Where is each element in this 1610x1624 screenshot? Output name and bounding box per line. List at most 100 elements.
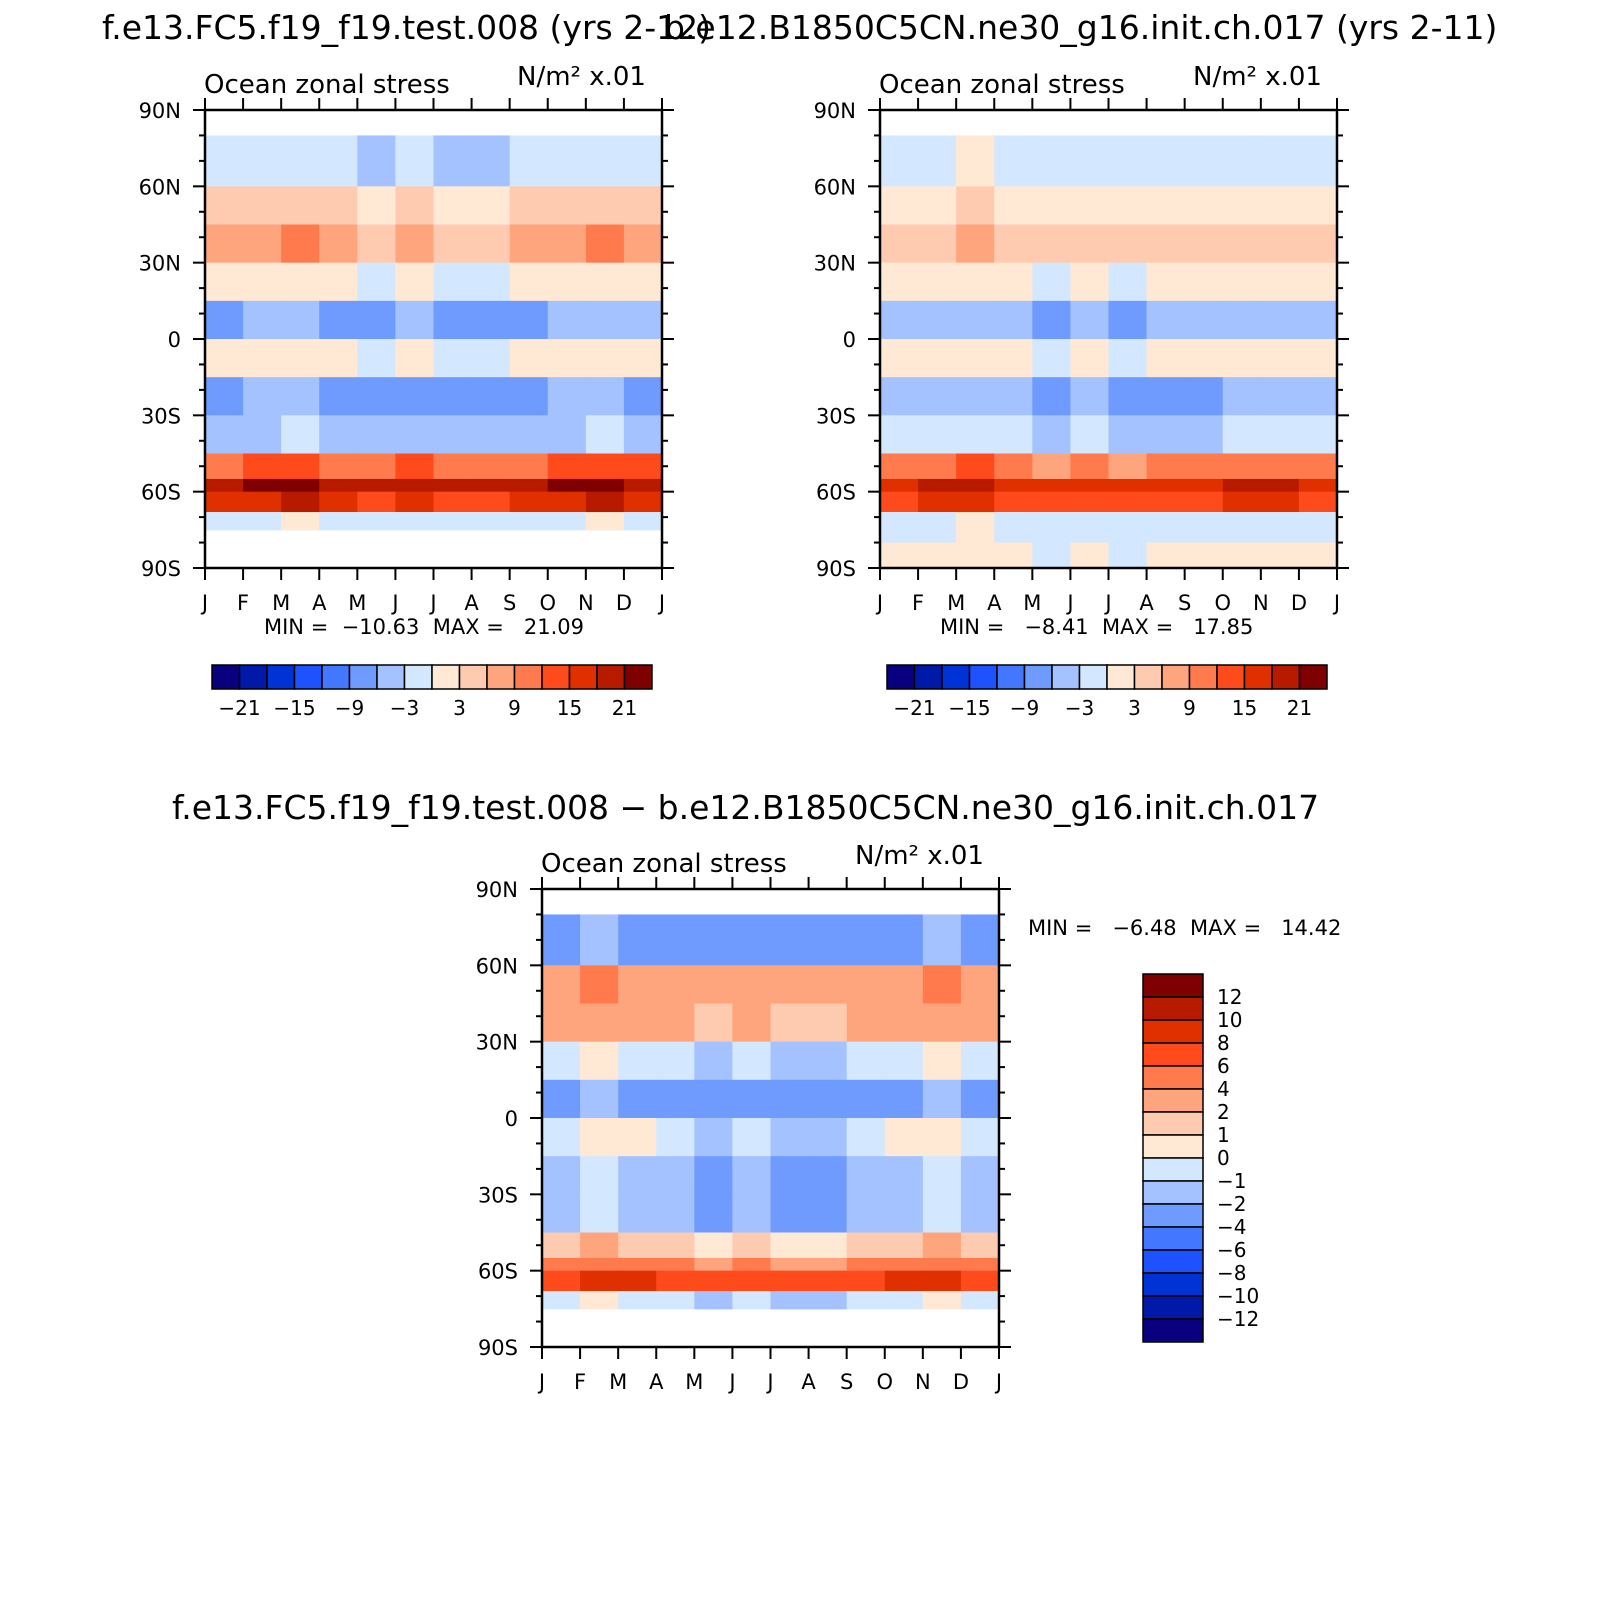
heatmap-cell bbox=[542, 1079, 581, 1119]
heatmap-cell bbox=[357, 135, 396, 187]
heatmap-cell bbox=[884, 1003, 924, 1043]
heatmap-cell bbox=[243, 491, 282, 513]
x-tick-label: J bbox=[428, 591, 436, 615]
heatmap-cell bbox=[880, 135, 919, 187]
heatmap-cell bbox=[1146, 377, 1186, 416]
colorbar-swatch bbox=[1271, 664, 1301, 690]
heatmap-cell bbox=[1222, 453, 1262, 480]
colorbar-swatch bbox=[431, 664, 461, 690]
heatmap-cell bbox=[808, 1156, 848, 1195]
y-tick-label: 30N bbox=[476, 1031, 518, 1055]
heatmap-cell bbox=[623, 339, 663, 378]
heatmap-cell bbox=[281, 478, 320, 493]
heatmap-cell bbox=[884, 1270, 924, 1292]
heatmap-cell bbox=[884, 1291, 924, 1310]
colorbar-swatch bbox=[623, 664, 653, 690]
x-tick-label: N bbox=[578, 591, 594, 615]
heatmap-cell bbox=[694, 965, 733, 1004]
heatmap-cell bbox=[1070, 262, 1109, 302]
heatmap-cell bbox=[319, 135, 358, 187]
heatmap-cell bbox=[994, 339, 1033, 378]
heatmap-cell bbox=[956, 491, 995, 513]
heatmap-cell bbox=[471, 135, 511, 187]
heatmap-cell bbox=[770, 1257, 810, 1272]
heatmap-cell bbox=[357, 478, 396, 493]
heatmap-cell bbox=[509, 224, 549, 264]
heatmap-cell bbox=[542, 1257, 581, 1272]
heatmap-cell bbox=[542, 914, 581, 966]
heatmap-cell bbox=[547, 512, 587, 531]
panel1-subtitle-right: N/m² x.01 bbox=[517, 62, 646, 92]
heatmap-cell bbox=[994, 224, 1033, 264]
colorbar-swatch bbox=[1142, 1180, 1204, 1205]
heatmap-cell bbox=[1108, 135, 1148, 187]
panel3-title: f.e13.FC5.f19_f19.test.008 − b.e12.B1850… bbox=[172, 788, 1320, 827]
heatmap-cell bbox=[808, 965, 848, 1004]
heatmap-cell bbox=[1070, 300, 1109, 340]
heatmap-cell bbox=[656, 1194, 695, 1233]
heatmap-cell bbox=[1032, 339, 1071, 378]
heatmap-cell bbox=[580, 1232, 619, 1259]
heatmap-cell bbox=[1222, 478, 1262, 493]
x-tick-label: M bbox=[609, 1370, 627, 1394]
colorbar-swatch bbox=[1142, 1157, 1204, 1182]
colorbar-swatch bbox=[348, 664, 378, 690]
y-tick-label: 90N bbox=[476, 878, 518, 902]
heatmap-cell bbox=[585, 453, 625, 480]
heatmap-cell bbox=[243, 377, 282, 416]
heatmap-cell bbox=[884, 965, 924, 1004]
heatmap-cell bbox=[1070, 478, 1109, 493]
heatmap-cell bbox=[580, 1041, 619, 1081]
heatmap-cell bbox=[580, 1003, 619, 1043]
heatmap-cell bbox=[542, 1194, 581, 1233]
heatmap-cell bbox=[960, 1118, 1000, 1157]
heatmap-cell bbox=[580, 1291, 619, 1310]
heatmap-cell bbox=[395, 186, 434, 225]
heatmap-cell bbox=[205, 377, 244, 416]
heatmap-cell bbox=[580, 1156, 619, 1195]
y-tick-label: 30N bbox=[814, 252, 856, 276]
heatmap-cell bbox=[542, 1118, 581, 1157]
heatmap-cell bbox=[618, 1118, 657, 1157]
heatmap-cell bbox=[956, 453, 995, 480]
heatmap-cell bbox=[357, 262, 396, 302]
heatmap-cell bbox=[732, 1156, 771, 1195]
heatmap-cell bbox=[471, 491, 511, 513]
heatmap-cell bbox=[656, 1257, 695, 1272]
x-tick-label: J bbox=[765, 1370, 773, 1394]
colorbar-swatch bbox=[513, 664, 543, 690]
heatmap-cell bbox=[846, 1156, 886, 1195]
colorbar-swatch bbox=[886, 664, 916, 690]
heatmap-cell bbox=[1146, 300, 1186, 340]
heatmap-cell bbox=[956, 542, 995, 569]
colorbar-swatch bbox=[486, 664, 516, 690]
y-tick-label: 60N bbox=[139, 175, 181, 199]
heatmap-cell bbox=[281, 186, 320, 225]
heatmap-cell bbox=[471, 478, 511, 493]
heatmap-cell bbox=[623, 135, 663, 187]
heatmap-cell bbox=[1222, 135, 1262, 187]
heatmap-cell bbox=[623, 415, 663, 454]
heatmap-cell bbox=[580, 1079, 619, 1119]
heatmap-cell bbox=[694, 1118, 733, 1157]
colorbar-swatch bbox=[1142, 1318, 1204, 1343]
x-tick-label: D bbox=[616, 591, 632, 615]
y-tick-label: 60S bbox=[141, 481, 181, 505]
x-tick-label: D bbox=[953, 1370, 969, 1394]
heatmap-cell bbox=[585, 262, 625, 302]
colorbar-label: −15 bbox=[948, 696, 990, 720]
heatmap-cell bbox=[1184, 224, 1224, 264]
heatmap-cell bbox=[880, 542, 919, 569]
heatmap-cell bbox=[1146, 186, 1186, 225]
heatmap-cell bbox=[433, 491, 473, 513]
x-tick-label: A bbox=[312, 591, 327, 615]
heatmap-cell bbox=[656, 1003, 695, 1043]
panel1-colorbar: −21 −15 −9 −3 3 9 15 21 bbox=[211, 664, 653, 720]
heatmap-cell bbox=[770, 1194, 810, 1233]
heatmap-cell bbox=[1070, 415, 1109, 454]
heatmap-cell bbox=[1184, 491, 1224, 513]
panel2-title: b.e12.B1850C5CN.ne30_g16.init.ch.017 (yr… bbox=[664, 8, 1498, 47]
heatmap-cell bbox=[880, 224, 919, 264]
colorbar-label: −21 bbox=[218, 696, 260, 720]
